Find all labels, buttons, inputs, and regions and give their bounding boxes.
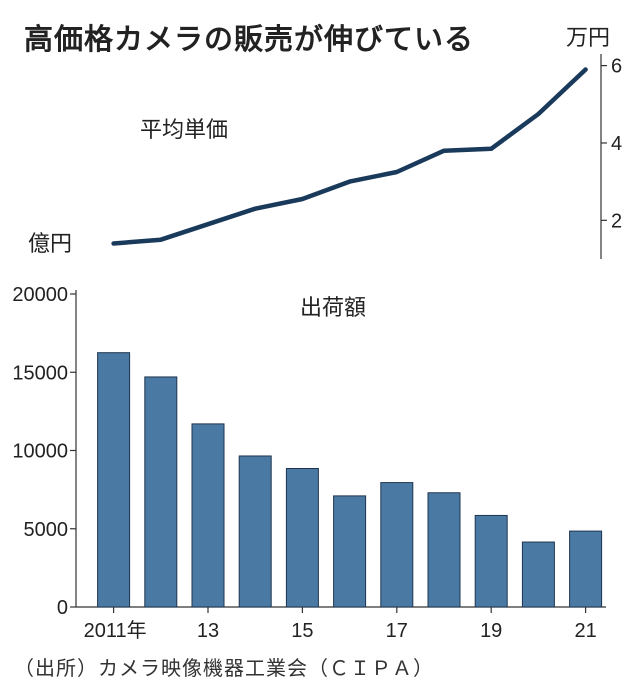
bar xyxy=(144,376,178,608)
bar xyxy=(427,492,461,608)
bar xyxy=(285,467,319,608)
bar xyxy=(333,495,367,608)
bar-series-label: 出荷額 xyxy=(300,296,367,321)
bar-unit-label: 億円 xyxy=(28,232,73,257)
bar-y-tick-label: 0 xyxy=(57,597,68,619)
bar-y-tick-label: 15000 xyxy=(12,362,68,384)
x-tick-label: 2011年 xyxy=(84,619,147,642)
source-note: （出所）カメラ映像機器工業会（ＣＩＰＡ） xyxy=(14,656,434,680)
bar xyxy=(474,514,508,608)
bar-y-tick-label: 5000 xyxy=(24,519,69,541)
line-y-tick-label: 2 xyxy=(611,210,622,232)
line-unit-label: 万円 xyxy=(566,26,611,51)
bar-y-tick-label: 10000 xyxy=(12,441,68,463)
line-y-tick-label: 6 xyxy=(611,56,622,78)
bar xyxy=(97,352,131,608)
x-tick-label: 17 xyxy=(386,620,408,642)
average-price-line xyxy=(111,67,588,246)
x-tick-label: 19 xyxy=(480,620,502,642)
bar xyxy=(569,530,603,608)
x-tick-label: 13 xyxy=(197,620,219,642)
line-series-label: 平均単価 xyxy=(140,118,229,143)
bar xyxy=(521,541,555,608)
bar xyxy=(380,482,414,608)
line-y-tick-label: 4 xyxy=(611,133,622,155)
bar xyxy=(238,455,272,608)
x-tick-label: 15 xyxy=(291,620,313,642)
bar-y-tick-label: 20000 xyxy=(12,284,68,306)
x-tick-label: 21 xyxy=(574,620,596,642)
bar xyxy=(191,423,225,608)
chart-title: 高価格カメラの販売が伸びている xyxy=(24,22,475,56)
